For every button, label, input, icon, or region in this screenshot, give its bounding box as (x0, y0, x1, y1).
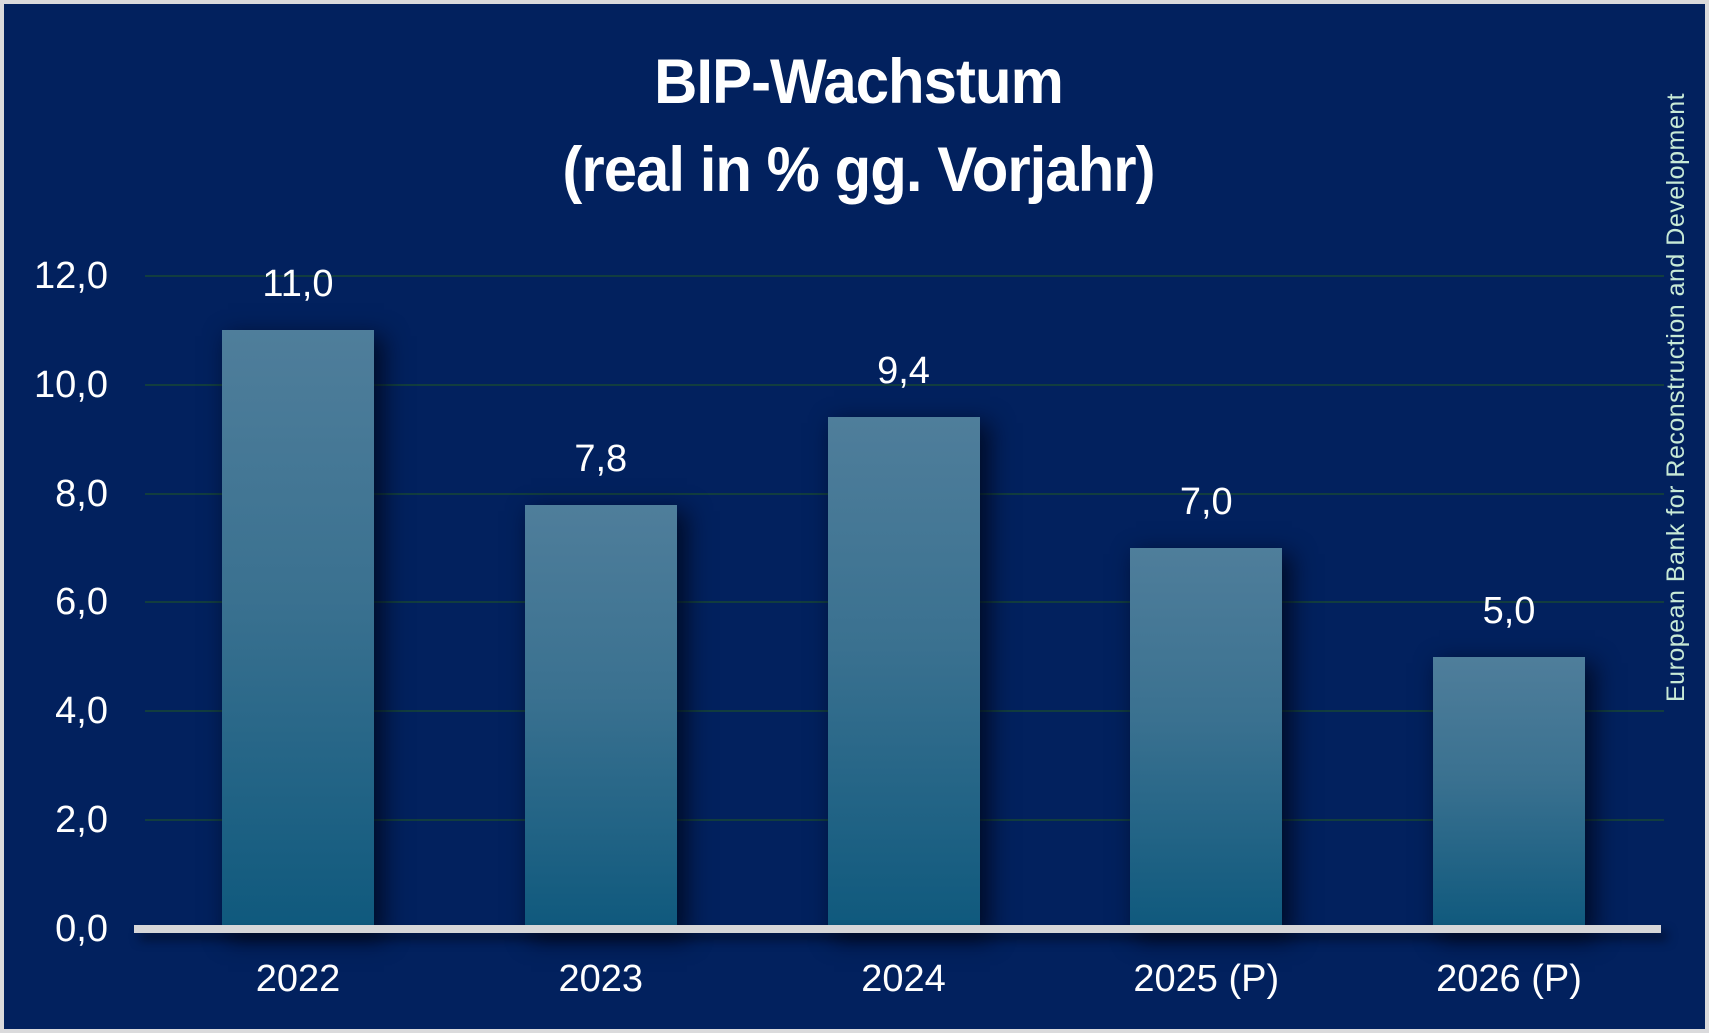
bar-value-label: 7,0 (1179, 481, 1233, 524)
y-axis-tick-label: 2,0 (55, 799, 108, 842)
bar-value-label: 9,4 (877, 350, 930, 393)
bar-2023 (524, 504, 677, 929)
x-axis-baseline (134, 925, 1661, 933)
y-axis-tick-label: 0,0 (55, 908, 108, 950)
y-axis-tick-label: 8,0 (55, 472, 108, 515)
watermark-vertical-text: European Bank for Reconstruction and Dev… (1662, 92, 1690, 702)
chart-title-line-1: BIP-Wachstum (654, 47, 1064, 117)
gridline (145, 274, 1664, 277)
x-axis-category-label: 2024 (861, 958, 946, 1000)
bar-value-label: 7,8 (574, 437, 628, 480)
y-axis-tick-label: 6,0 (55, 581, 108, 624)
chart-title-line-2: (real in % gg. Vorjahr) (562, 135, 1155, 205)
gridline (145, 383, 1664, 386)
bar-value-label: 11,0 (262, 263, 334, 306)
chart-title: BIP-Wachstum (real in % gg. Vorjahr) (47, 38, 1671, 214)
bar-2025 (P) (1130, 548, 1283, 929)
bar-2026 (P) (1433, 656, 1585, 929)
y-axis-tick-label: 12,0 (34, 254, 108, 297)
x-axis-category-label: 2026 (P) (1436, 958, 1582, 1000)
y-axis-tick-label: 10,0 (34, 363, 108, 406)
x-axis-category-label: 2022 (255, 958, 341, 1000)
y-axis-tick-label: 4,0 (55, 690, 108, 733)
x-axis-category-label: 2025 (P) (1133, 958, 1280, 1000)
bar-2022 (222, 330, 374, 929)
bar-2024 (827, 417, 980, 929)
x-axis-category-label: 2023 (558, 958, 644, 1000)
bar-value-label: 5,0 (1482, 589, 1536, 632)
